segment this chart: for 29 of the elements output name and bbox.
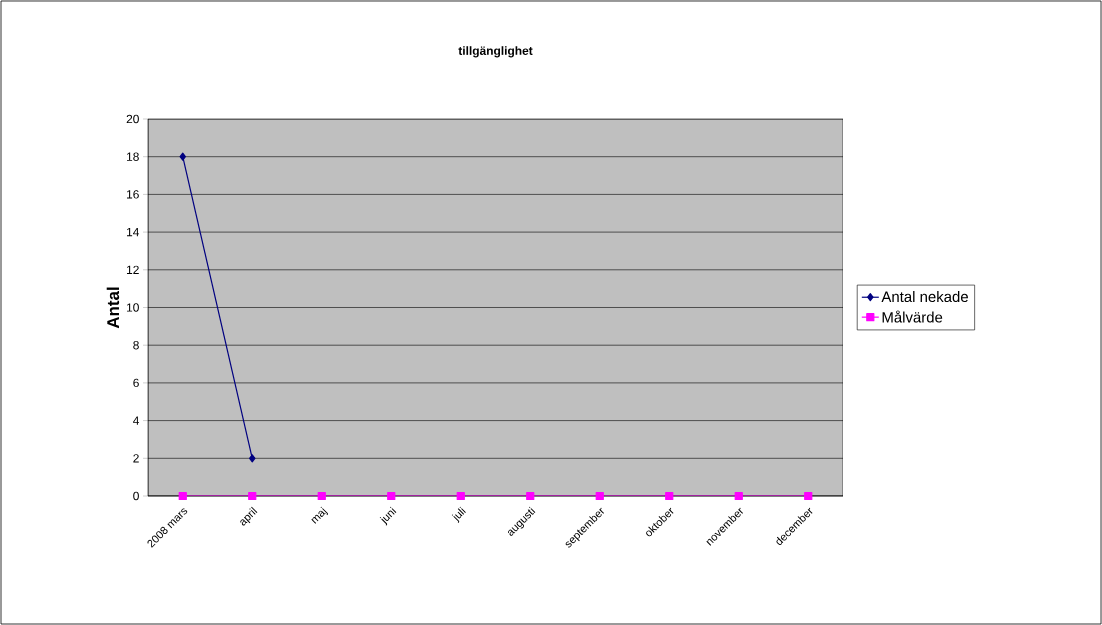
y-tick-label: 8	[133, 340, 139, 350]
point	[595, 491, 604, 501]
y-tick-label: 6	[133, 378, 139, 388]
point	[665, 491, 674, 501]
point	[734, 491, 743, 501]
point	[179, 152, 186, 161]
y-axis-title: Antal	[106, 287, 120, 329]
y-tick-label: 16	[126, 190, 139, 199]
y-tick-label: 4	[133, 416, 140, 425]
point	[248, 491, 257, 501]
point	[249, 454, 256, 463]
legend-label: Antal nekade	[881, 291, 968, 303]
point	[526, 491, 535, 501]
x-tick-label: maj	[311, 506, 328, 524]
point	[178, 491, 187, 501]
y-tick-label: 0	[133, 491, 139, 501]
point	[387, 491, 396, 501]
chart-title: tillgänglighet	[458, 46, 533, 58]
y-tick-label: 14	[126, 227, 140, 237]
legend-label: Målvärde	[882, 310, 943, 323]
y-tick-label: 10	[126, 303, 139, 312]
y-tick-label: 12	[126, 265, 139, 274]
x-tick-label: juli	[451, 506, 466, 523]
y-tick-label: 18	[126, 152, 139, 161]
y-tick-label: 2	[133, 454, 139, 463]
point	[456, 491, 465, 501]
point	[317, 491, 326, 501]
y-tick-label: 20	[126, 114, 139, 124]
point	[804, 491, 813, 501]
